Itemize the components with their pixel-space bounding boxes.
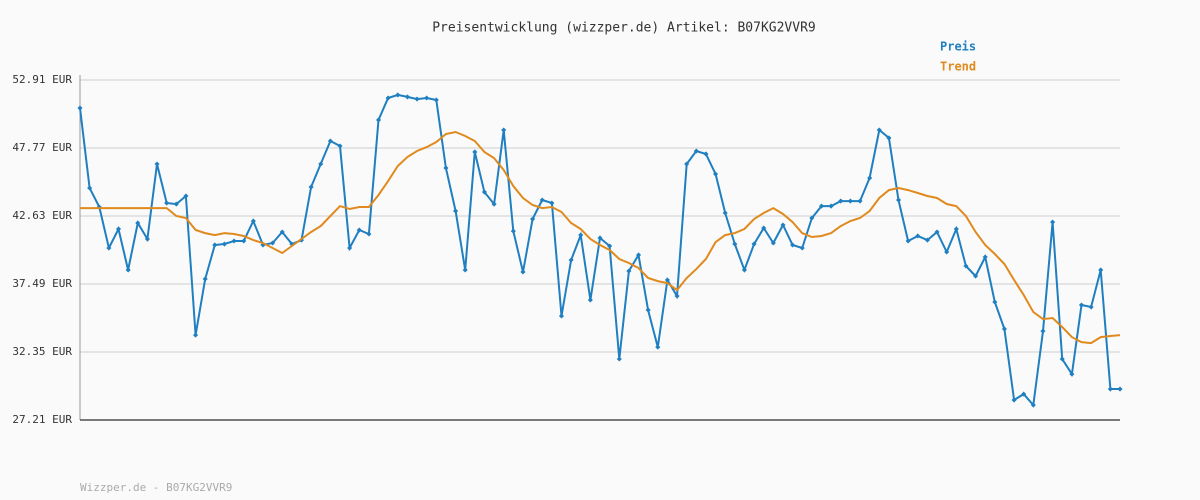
point-marker <box>645 307 651 313</box>
chart-title: Preisentwicklung (wizzper.de) Artikel: B… <box>432 21 816 36</box>
point-marker <box>424 95 430 101</box>
point-marker <box>693 148 699 154</box>
point-marker <box>626 268 632 274</box>
point-marker <box>154 161 160 167</box>
point-marker <box>404 94 410 100</box>
point-marker <box>1040 328 1046 334</box>
point-marker <box>164 200 170 206</box>
point-marker <box>1078 302 1085 308</box>
point-marker <box>125 267 131 273</box>
point-marker <box>722 210 728 216</box>
point-marker <box>433 97 439 103</box>
point-marker <box>87 185 93 191</box>
point-marker <box>510 228 516 234</box>
point-marker <box>1088 304 1094 310</box>
point-marker <box>1001 326 1007 332</box>
series-line <box>79 93 1120 408</box>
point-marker <box>674 293 680 299</box>
point-marker <box>356 227 362 233</box>
point-marker <box>1021 391 1027 397</box>
point-marker <box>799 245 805 251</box>
point-marker <box>221 241 227 247</box>
point-marker <box>77 105 83 111</box>
point-marker <box>616 356 622 362</box>
point-marker <box>568 257 574 263</box>
series-line <box>80 130 1121 345</box>
point-marker <box>818 203 825 209</box>
point-marker <box>886 135 892 141</box>
point-marker <box>741 267 747 273</box>
point-marker <box>963 263 969 269</box>
point-marker <box>558 313 565 319</box>
point-marker <box>443 165 449 171</box>
point-marker <box>183 193 189 199</box>
point-marker <box>1098 267 1104 273</box>
point-marker <box>684 161 690 167</box>
point-marker <box>501 127 507 133</box>
point-marker <box>944 249 950 255</box>
point-marker <box>549 200 555 206</box>
point-marker <box>472 149 478 155</box>
point-marker <box>1050 219 1056 225</box>
y-tick-label: 37.49 EUR <box>12 277 72 290</box>
point-marker <box>395 92 401 98</box>
y-tick-label: 42.63 EUR <box>12 209 72 222</box>
point-marker <box>751 241 757 247</box>
footer: Wizzper.de - B07KG2VVR9 <box>80 481 232 494</box>
point-marker <box>270 240 276 246</box>
point-marker <box>144 236 150 242</box>
point-marker <box>231 238 237 244</box>
y-tick-label: 32.35 EUR <box>12 345 72 358</box>
legend-entry: Trend <box>940 60 976 74</box>
point-marker <box>193 332 199 338</box>
point-marker <box>655 344 661 350</box>
point-marker <box>587 297 593 303</box>
y-tick-label: 27.21 EUR <box>12 413 72 426</box>
point-marker <box>664 277 670 283</box>
point-marker <box>202 276 208 282</box>
point-marker <box>520 269 526 275</box>
point-marker <box>578 232 584 238</box>
point-marker <box>847 198 853 204</box>
point-marker <box>327 138 333 144</box>
point-marker <box>135 220 141 226</box>
point-marker <box>1117 386 1123 392</box>
point-marker <box>453 208 459 214</box>
point-marker <box>1107 386 1113 392</box>
point-marker <box>250 218 256 224</box>
point-marker <box>337 143 343 149</box>
point-marker <box>973 273 979 279</box>
point-marker <box>241 238 247 244</box>
y-tick-label: 47.77 EUR <box>12 141 72 154</box>
point-marker <box>414 96 420 102</box>
point-marker <box>491 201 497 207</box>
point-marker <box>462 267 468 273</box>
point-marker <box>732 241 738 247</box>
point-marker <box>366 231 372 237</box>
legend-entry: Preis <box>940 40 976 54</box>
point-marker <box>895 197 902 203</box>
y-tick-label: 52.91 EUR <box>12 73 72 86</box>
point-marker <box>1059 356 1065 362</box>
point-marker <box>1069 371 1075 377</box>
point-marker <box>992 299 998 305</box>
point-marker <box>173 201 179 207</box>
point-marker <box>953 226 959 232</box>
point-marker <box>212 242 218 248</box>
